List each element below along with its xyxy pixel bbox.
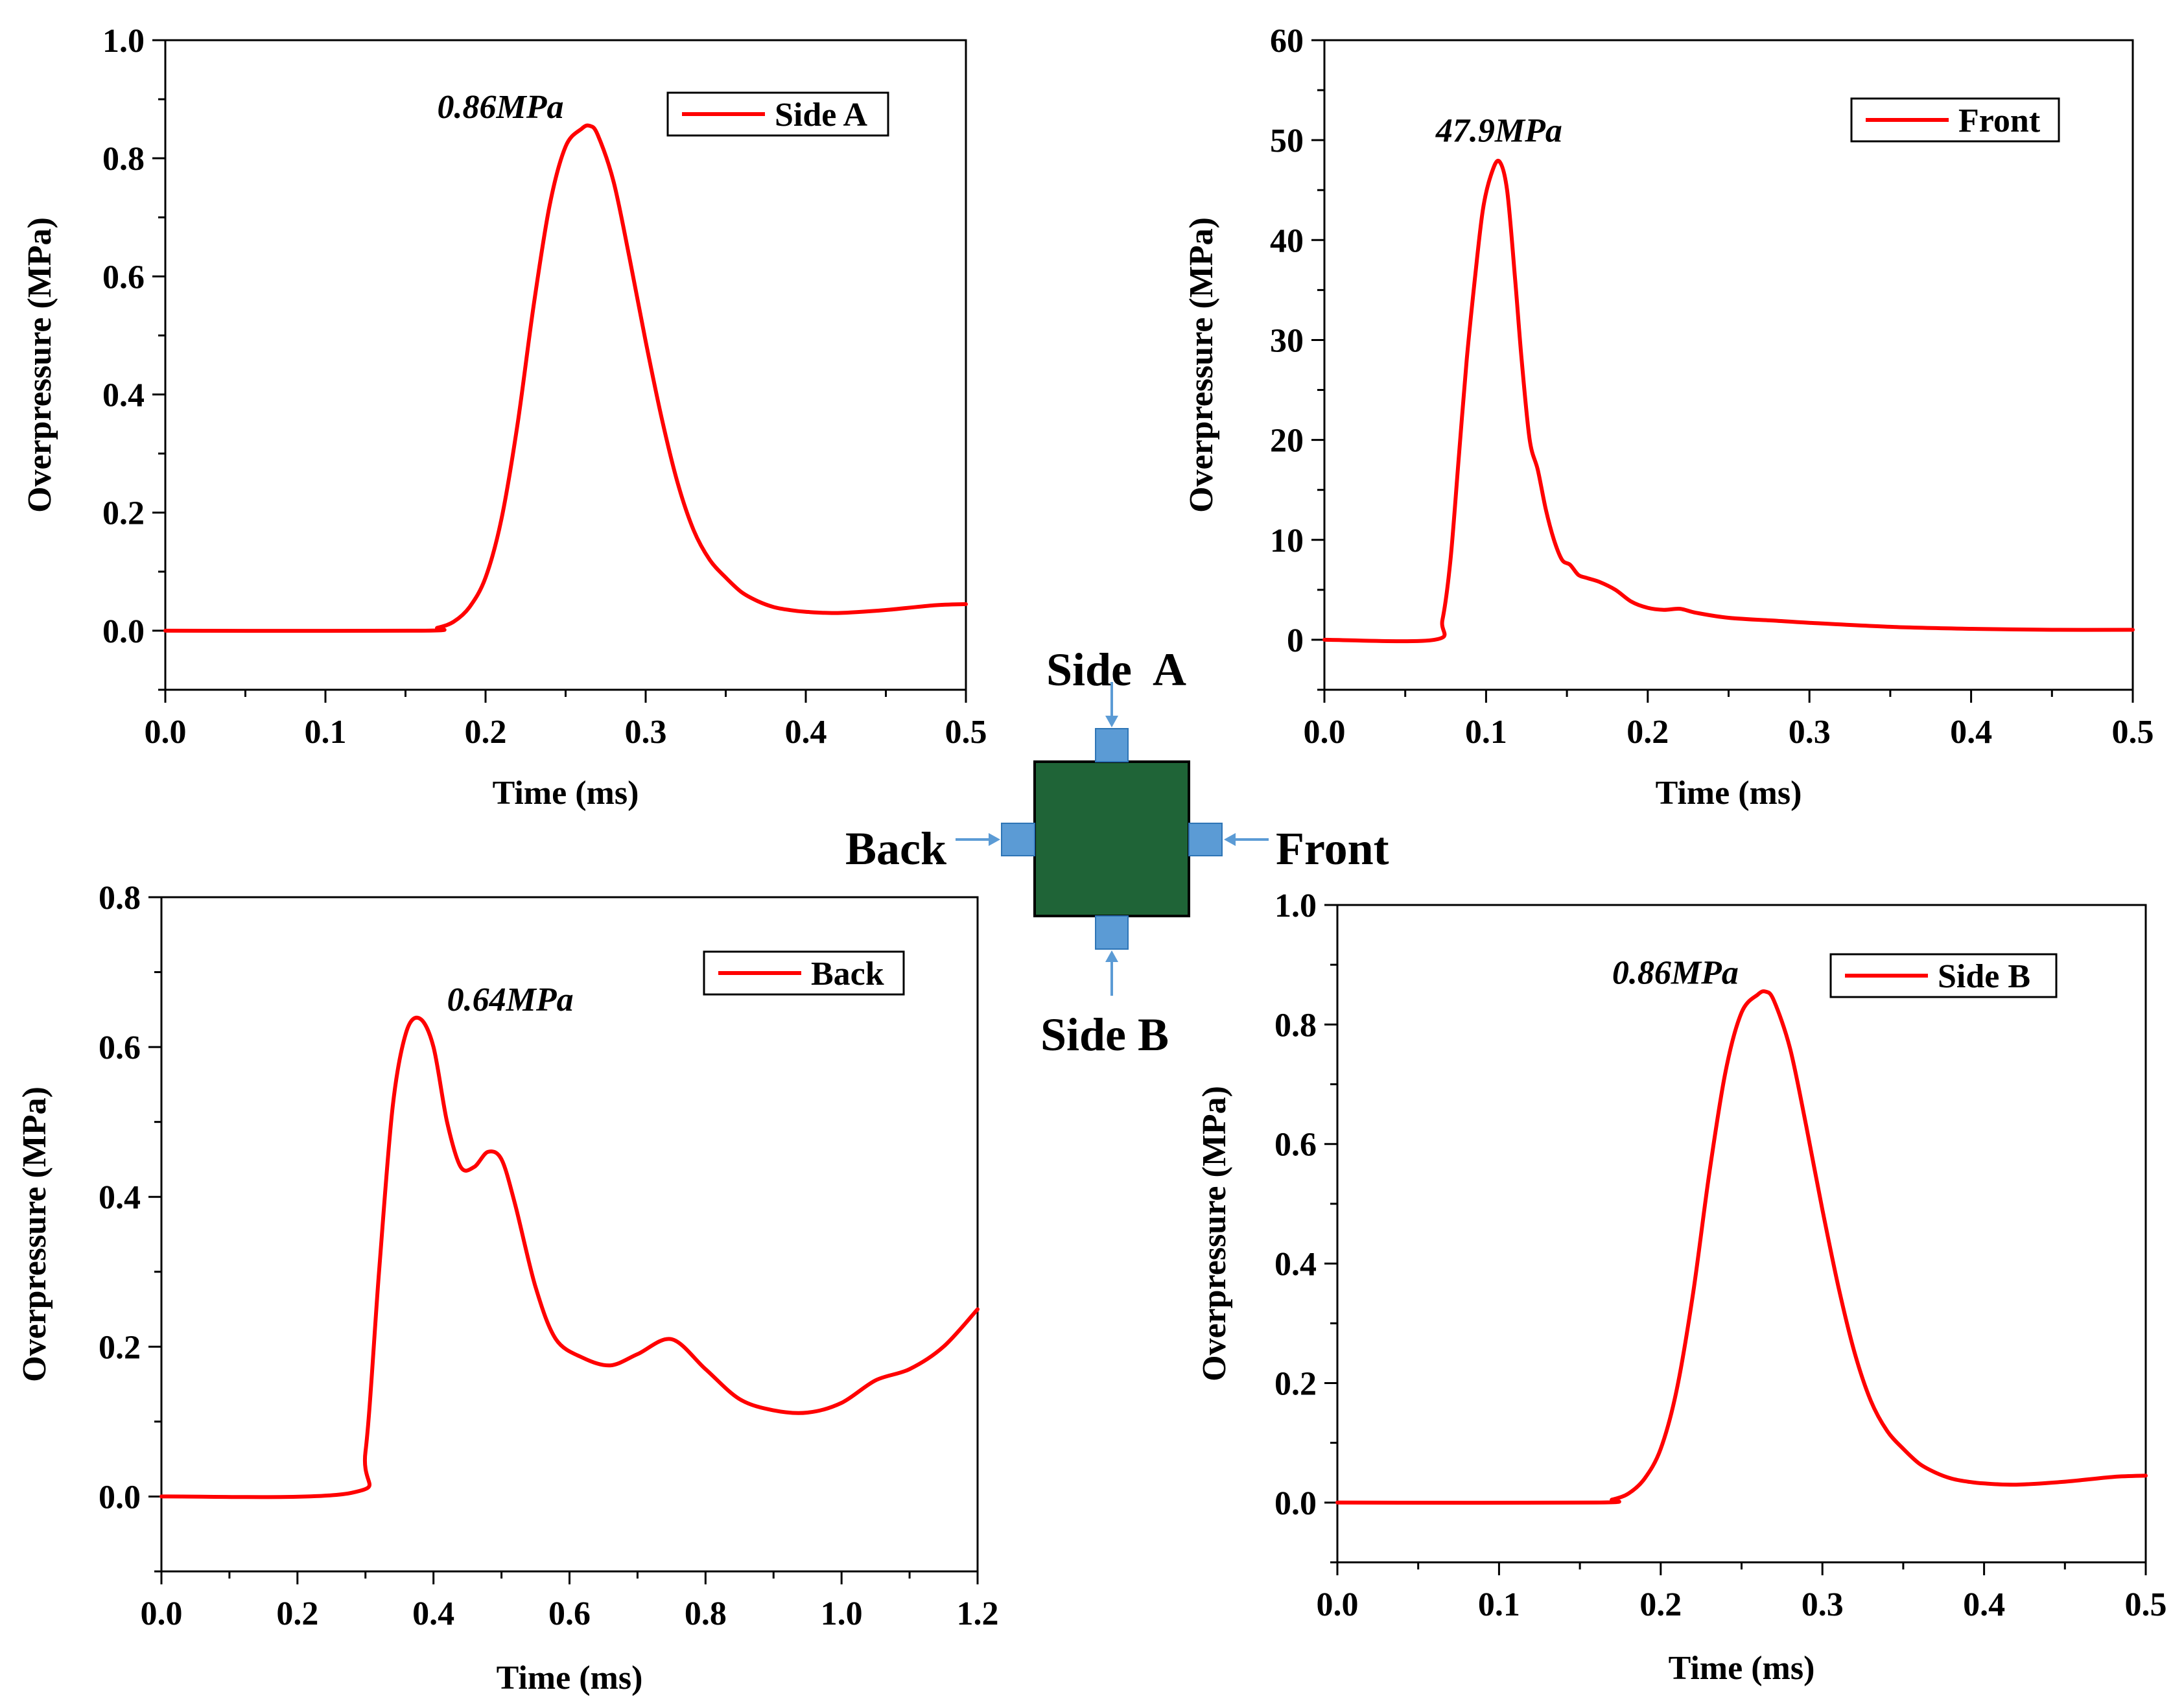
x-axis-title: Time (ms) [1656, 775, 1802, 812]
y-tick-label: 0 [1287, 622, 1304, 659]
x-tick-label: 0.4 [785, 714, 827, 751]
x-tick-label: 0.3 [1802, 1586, 1844, 1623]
x-tick-label: 0.8 [685, 1595, 727, 1632]
y-tick-label: 0.4 [102, 377, 145, 414]
x-tick-label: 0.2 [465, 714, 507, 751]
y-tick-label: 0.6 [1274, 1127, 1317, 1164]
peak-annotation: 0.86MPa [438, 89, 564, 126]
y-tick-label: 10 [1270, 523, 1304, 559]
x-tick-label: 0.2 [1626, 714, 1669, 751]
x-axis-title: Time (ms) [1669, 1650, 1815, 1687]
y-tick-label: 0.2 [99, 1329, 141, 1366]
diagram-label-back: Back [845, 823, 946, 875]
legend-label: Back [811, 956, 884, 992]
y-tick-label: 1.0 [102, 23, 145, 60]
x-axis-title: Time (ms) [497, 1660, 643, 1697]
arrowhead-side-a [1105, 716, 1118, 727]
y-tick-label: 0.0 [102, 613, 145, 650]
gauge-back [1001, 823, 1035, 856]
y-tick-label: 1.0 [1274, 887, 1317, 924]
diagram-label-side-a: Side A [1046, 644, 1186, 696]
arrowhead-front [1224, 833, 1236, 846]
x-tick-label: 0.6 [548, 1595, 591, 1632]
x-tick-label: 0.0 [141, 1595, 183, 1632]
chart-side-b: 0.0 0.1 0.2 0.3 0.4 0.5 0.0 0.2 0.4 0.6 0.8 1.0 Time… [1196, 887, 2167, 1687]
y-tick-label: 40 [1270, 222, 1304, 259]
series-line [163, 123, 968, 633]
charge-block [1033, 760, 1190, 917]
y-axis-title: Overpressure (MPa) [21, 217, 58, 513]
y-tick-label: 50 [1270, 123, 1304, 159]
chart-side-a: 0.0 0.1 0.2 0.3 0.4 0.5 0.0 0.2 0.4 0.6 0.8 1.0 Time… [21, 23, 987, 812]
chart-front: 0.0 0.1 0.2 0.3 0.4 0.5 0 10 20 30 40 50 60 Time (ms)… [1183, 23, 2154, 812]
x-tick-label: 0.0 [1304, 714, 1346, 751]
diagram-label-front: Front [1276, 823, 1389, 875]
y-tick-label: 0.8 [1274, 1007, 1317, 1044]
x-tick-label: 0.5 [2125, 1586, 2167, 1623]
y-axis-title: Overpressure (MPa) [16, 1086, 53, 1382]
peak-annotation: 47.9MPa [1435, 113, 1562, 150]
gauge-side-a [1095, 728, 1129, 762]
y-axis-title: Overpressure (MPa) [1196, 1086, 1233, 1381]
blast-diagram: Side A Side B Back Front [845, 644, 1389, 1061]
x-tick-label: 0.4 [1950, 714, 1992, 751]
arrowhead-side-b [1105, 950, 1118, 962]
x-tick-label: 1.2 [957, 1595, 999, 1632]
y-tick-label: 0.2 [1274, 1365, 1317, 1402]
y-tick-label: 0.8 [99, 880, 141, 917]
x-tick-label: 0.1 [305, 714, 347, 751]
x-tick-label: 0.1 [1465, 714, 1507, 751]
y-tick-label: 0.6 [102, 259, 145, 296]
x-tick-label: 0.3 [1789, 714, 1831, 751]
y-tick-label: 0.0 [1274, 1485, 1317, 1522]
x-tick-label: 0.4 [1963, 1586, 2005, 1623]
arrowhead-back [989, 833, 1000, 846]
gauge-front [1188, 823, 1223, 856]
diagram-label-side-b: Side B [1040, 1009, 1169, 1061]
y-tick-label: 0.8 [102, 141, 145, 178]
x-tick-label: 1.0 [821, 1595, 863, 1632]
peak-annotation: 0.86MPa [1612, 955, 1739, 992]
y-axis-title: Overpressure (MPa) [1183, 217, 1220, 513]
legend-label: Side B [1938, 958, 2030, 995]
chart-back: 0.0 0.2 0.4 0.6 0.8 1.0 1.2 0.0 0.2 0.4 0.6 0.8 Time… [16, 880, 999, 1697]
y-tick-label: 20 [1270, 423, 1304, 460]
x-tick-label: 0.5 [2112, 714, 2154, 751]
x-tick-label: 0.2 [1639, 1586, 1682, 1623]
peak-annotation: 0.64MPa [447, 981, 574, 1018]
series-line [159, 1015, 980, 1499]
x-tick-label: 0.3 [625, 714, 667, 751]
y-tick-label: 0.2 [102, 495, 145, 532]
y-tick-label: 60 [1270, 23, 1304, 60]
x-tick-label: 0.1 [1478, 1586, 1520, 1623]
x-tick-label: 0.2 [276, 1595, 318, 1632]
series-line [1335, 989, 2148, 1505]
gauge-side-b [1095, 915, 1129, 950]
y-tick-label: 0.4 [1274, 1246, 1317, 1283]
x-axis-title: Time (ms) [493, 775, 639, 812]
y-tick-label: 0.4 [99, 1179, 141, 1216]
y-tick-label: 0.0 [99, 1479, 141, 1516]
series-line [1322, 158, 2135, 644]
x-tick-label: 0.4 [412, 1595, 454, 1632]
x-tick-label: 0.5 [945, 714, 987, 751]
legend-label: Side A [775, 97, 867, 134]
x-tick-label: 0.0 [145, 714, 187, 751]
y-tick-label: 30 [1270, 322, 1304, 359]
legend-label: Front [1958, 102, 2041, 139]
x-tick-label: 0.0 [1317, 1586, 1359, 1623]
y-tick-label: 0.6 [99, 1029, 141, 1066]
